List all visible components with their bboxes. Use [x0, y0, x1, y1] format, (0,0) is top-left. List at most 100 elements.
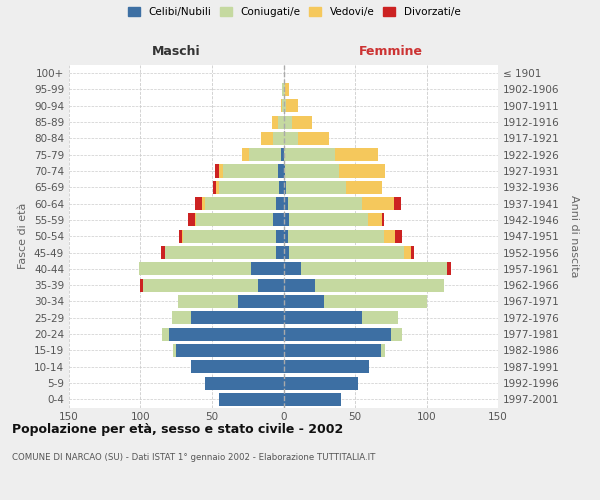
Bar: [362, 197, 394, 210]
Bar: [238, 295, 284, 308]
Bar: [315, 278, 443, 291]
Bar: [446, 262, 451, 276]
Bar: [162, 328, 169, 340]
Bar: [191, 312, 284, 324]
Bar: [391, 328, 402, 340]
Bar: [140, 278, 143, 291]
Bar: [277, 230, 284, 243]
Bar: [284, 246, 289, 259]
Bar: [161, 246, 165, 259]
Bar: [285, 83, 289, 96]
Bar: [277, 197, 284, 210]
Bar: [381, 344, 385, 357]
Text: Popolazione per età, sesso e stato civile - 2002: Popolazione per età, sesso e stato civil…: [12, 422, 343, 436]
Bar: [288, 230, 383, 243]
Bar: [284, 148, 335, 161]
Bar: [188, 214, 195, 226]
Text: Maschi: Maschi: [152, 46, 200, 59]
Bar: [284, 393, 341, 406]
Bar: [289, 214, 368, 226]
Bar: [284, 164, 285, 177]
Bar: [362, 312, 398, 324]
Bar: [139, 262, 251, 276]
Bar: [251, 262, 284, 276]
Bar: [288, 197, 362, 210]
Bar: [173, 344, 176, 357]
Bar: [284, 344, 381, 357]
Bar: [281, 148, 284, 161]
Bar: [285, 164, 339, 177]
Bar: [282, 83, 284, 96]
Bar: [179, 230, 182, 243]
Bar: [284, 376, 358, 390]
Text: Femmine: Femmine: [359, 46, 423, 59]
Bar: [219, 393, 284, 406]
Bar: [284, 278, 315, 291]
Bar: [219, 164, 223, 177]
Bar: [284, 132, 298, 145]
Bar: [289, 246, 404, 259]
Bar: [195, 197, 202, 210]
Bar: [284, 197, 288, 210]
Text: COMUNE DI NARCAO (SU) - Dati ISTAT 1° gennaio 2002 - Elaborazione TUTTITALIA.IT: COMUNE DI NARCAO (SU) - Dati ISTAT 1° ge…: [12, 452, 376, 462]
Bar: [165, 246, 277, 259]
Bar: [286, 99, 298, 112]
Bar: [278, 164, 284, 177]
Bar: [205, 376, 284, 390]
Bar: [260, 132, 274, 145]
Bar: [284, 295, 323, 308]
Bar: [395, 230, 402, 243]
Bar: [411, 246, 413, 259]
Bar: [277, 246, 284, 259]
Bar: [279, 181, 284, 194]
Bar: [272, 116, 278, 128]
Bar: [284, 214, 289, 226]
Bar: [178, 295, 238, 308]
Bar: [205, 197, 277, 210]
Bar: [394, 197, 401, 210]
Bar: [284, 181, 286, 194]
Bar: [404, 246, 411, 259]
Bar: [284, 312, 362, 324]
Bar: [278, 116, 284, 128]
Bar: [323, 295, 427, 308]
Bar: [292, 116, 312, 128]
Bar: [143, 278, 258, 291]
Bar: [169, 328, 284, 340]
Bar: [286, 181, 346, 194]
Legend: Celibi/Nubili, Coniugati/e, Vedovi/e, Divorzati/e: Celibi/Nubili, Coniugati/e, Vedovi/e, Di…: [124, 2, 464, 21]
Bar: [335, 148, 378, 161]
Bar: [284, 116, 292, 128]
Bar: [223, 164, 278, 177]
Bar: [298, 132, 329, 145]
Bar: [282, 99, 284, 112]
Y-axis label: Fasce di età: Fasce di età: [19, 203, 28, 270]
Bar: [258, 278, 284, 291]
Bar: [242, 148, 249, 161]
Bar: [339, 164, 385, 177]
Bar: [176, 344, 284, 357]
Bar: [191, 360, 284, 373]
Bar: [184, 230, 277, 243]
Bar: [284, 262, 301, 276]
Bar: [202, 197, 205, 210]
Bar: [284, 328, 391, 340]
Bar: [281, 99, 282, 112]
Bar: [172, 312, 191, 324]
Bar: [195, 214, 196, 226]
Bar: [274, 214, 284, 226]
Bar: [284, 99, 286, 112]
Bar: [383, 230, 395, 243]
Bar: [346, 181, 382, 194]
Bar: [274, 132, 284, 145]
Bar: [301, 262, 446, 276]
Bar: [182, 230, 184, 243]
Bar: [284, 360, 370, 373]
Bar: [249, 148, 281, 161]
Bar: [214, 181, 216, 194]
Bar: [216, 181, 219, 194]
Bar: [284, 83, 285, 96]
Bar: [196, 214, 274, 226]
Bar: [368, 214, 382, 226]
Bar: [215, 164, 219, 177]
